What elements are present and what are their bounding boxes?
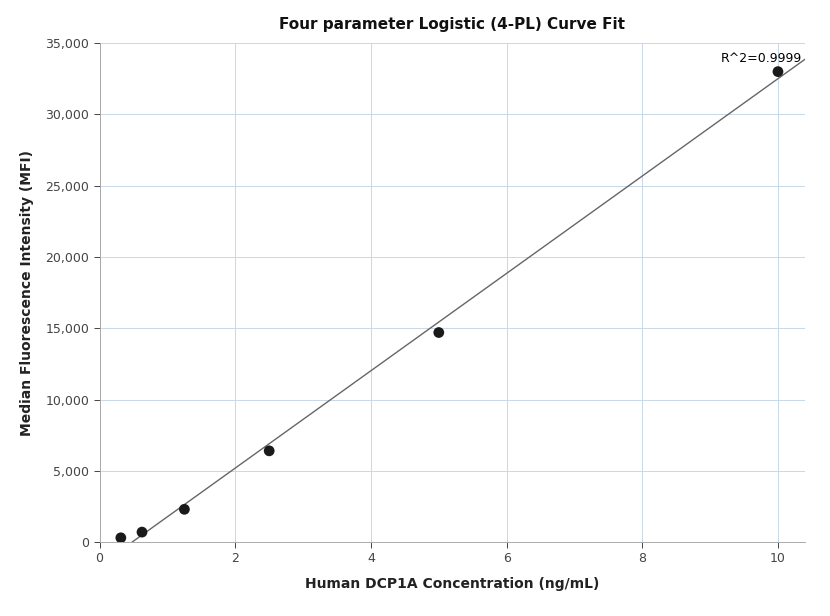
Point [135, 527, 149, 537]
Title: Four parameter Logistic (4-PL) Curve Fit: Four parameter Logistic (4-PL) Curve Fit [280, 17, 625, 32]
X-axis label: Human DCP1A Concentration (ng/mL): Human DCP1A Concentration (ng/mL) [305, 577, 599, 591]
Point [178, 505, 191, 514]
Text: R^2=0.9999: R^2=0.9999 [720, 52, 802, 65]
Y-axis label: Median Fluorescence Intensity (MFI): Median Fluorescence Intensity (MFI) [20, 150, 34, 436]
Point [771, 67, 784, 76]
Point [115, 533, 128, 543]
Point [262, 446, 276, 456]
Point [432, 328, 446, 338]
